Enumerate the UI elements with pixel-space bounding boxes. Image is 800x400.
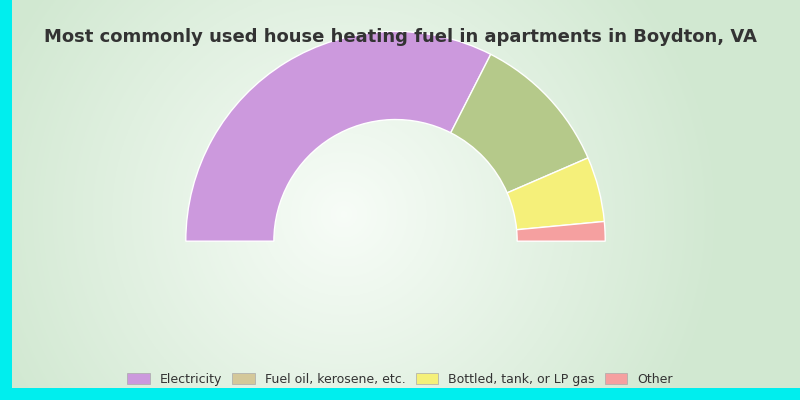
Legend: Electricity, Fuel oil, kerosene, etc., Bottled, tank, or LP gas, Other: Electricity, Fuel oil, kerosene, etc., B… xyxy=(124,369,676,390)
Text: Most commonly used house heating fuel in apartments in Boydton, VA: Most commonly used house heating fuel in… xyxy=(43,28,757,46)
Wedge shape xyxy=(507,158,604,230)
Wedge shape xyxy=(450,54,588,193)
Wedge shape xyxy=(186,32,490,241)
Wedge shape xyxy=(517,222,606,241)
